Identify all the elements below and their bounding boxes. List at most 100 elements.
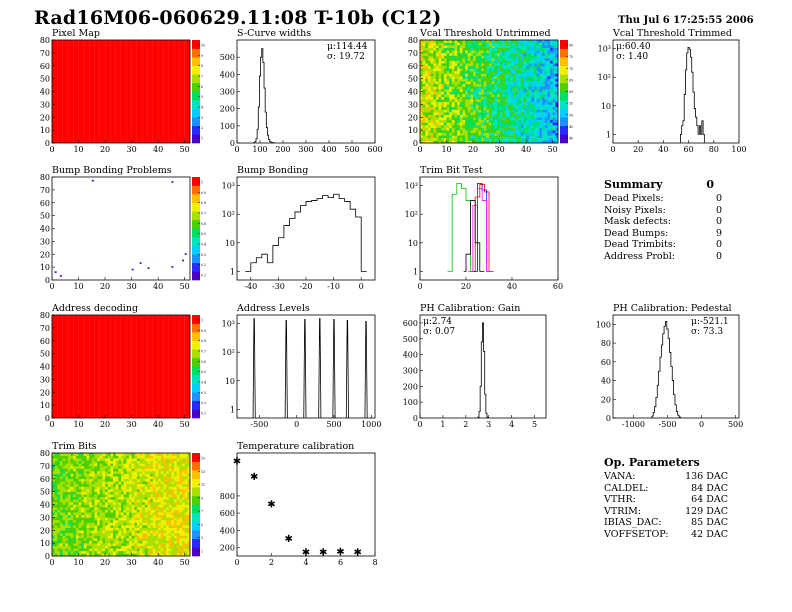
heatmap-cell xyxy=(134,504,138,508)
heatmap-cell xyxy=(107,453,111,456)
heatmap-cell xyxy=(441,127,445,131)
heatmap-cell xyxy=(152,537,156,541)
heatmap-cell xyxy=(187,527,191,531)
heatmap-cell xyxy=(54,512,58,516)
heatmap-cell xyxy=(451,52,455,56)
heatmap-cell xyxy=(427,91,431,95)
heatmap-cell xyxy=(184,458,188,462)
heatmap-cell xyxy=(57,455,61,459)
heatmap-cell xyxy=(155,514,159,518)
heatmap-cell xyxy=(107,535,111,539)
heatmap-cell xyxy=(78,481,82,485)
heatmap-cell xyxy=(489,109,492,113)
heatmap-cell xyxy=(158,519,162,523)
heatmap-cell xyxy=(483,76,487,79)
heatmap-cell xyxy=(494,81,498,85)
colorbar-tick-label: 0.9 xyxy=(201,191,206,195)
heatmap-cell xyxy=(504,88,508,92)
heatmap-cell xyxy=(91,453,95,456)
heatmap-cell xyxy=(171,512,175,516)
heatmap-cell xyxy=(99,519,103,523)
heatmap-cell xyxy=(171,509,175,513)
heatmap-cell xyxy=(420,109,423,113)
heatmap-cell xyxy=(542,101,546,105)
heatmap-cell xyxy=(182,519,185,523)
heatmap-cell xyxy=(523,86,527,90)
heatmap-cell xyxy=(139,496,143,500)
heatmap-cell xyxy=(536,140,540,144)
heatmap-cell xyxy=(531,119,535,123)
heatmap-cell xyxy=(520,117,524,121)
heatmap-cell xyxy=(486,45,490,49)
heatmap-cell xyxy=(518,86,522,90)
heatmap-cell xyxy=(555,60,559,64)
heatmap-cell xyxy=(158,512,162,516)
heatmap-cell xyxy=(507,104,511,108)
heatmap-cell xyxy=(89,455,93,459)
heatmap-cell xyxy=(70,517,74,521)
heatmap-cell xyxy=(160,453,164,456)
heatmap-cell xyxy=(152,507,156,510)
heatmap-cell xyxy=(462,119,466,123)
heatmap-cell xyxy=(163,507,167,510)
heatmap-cell xyxy=(81,530,85,534)
heatmap-cell xyxy=(547,81,551,85)
heatmap-cell xyxy=(454,60,458,64)
heatmap-cell xyxy=(427,104,431,108)
heatmap-cell xyxy=(478,101,482,105)
heatmap-cell xyxy=(102,489,106,492)
heatmap-cell xyxy=(465,83,469,87)
heatmap-cell xyxy=(462,99,466,103)
heatmap-cell xyxy=(478,132,482,136)
heatmap-cell xyxy=(179,548,183,552)
heatmap-cell xyxy=(443,137,447,141)
heatmap-cell xyxy=(89,453,93,456)
heatmap-cell xyxy=(534,94,538,97)
heatmap-cell xyxy=(54,455,58,459)
heatmap-cell xyxy=(163,489,167,492)
heatmap-cell xyxy=(73,527,77,531)
heatmap-cell xyxy=(489,132,492,136)
heatmap-cell xyxy=(451,81,455,85)
heatmap-cell xyxy=(494,78,498,82)
heatmap-cell xyxy=(155,522,159,526)
heatmap-cell xyxy=(86,499,90,503)
heatmap-cell xyxy=(57,507,61,510)
heatmap-cell xyxy=(459,96,463,100)
heatmap-cell xyxy=(536,117,540,121)
heatmap-cell xyxy=(89,489,93,492)
heatmap-cell xyxy=(160,545,164,549)
heatmap-cell xyxy=(99,532,103,536)
heatmap-cell xyxy=(187,494,191,498)
heatmap-cell xyxy=(128,530,132,534)
heatmap-cell xyxy=(184,507,188,510)
heatmap-cell xyxy=(166,525,170,528)
heatmap-cell xyxy=(518,117,522,121)
heatmap-cell xyxy=(523,135,527,139)
heatmap-cell xyxy=(123,460,127,464)
heatmap-cell xyxy=(425,76,429,79)
heatmap-cell xyxy=(555,127,559,131)
heatmap-cell xyxy=(528,81,532,85)
heatmap-cell xyxy=(467,78,471,82)
heatmap-cell xyxy=(144,471,148,474)
heatmap-cell xyxy=(536,65,540,69)
heatmap-cell xyxy=(107,507,111,510)
colorbar-segment xyxy=(192,65,200,75)
heatmap-cell xyxy=(75,504,79,508)
heatmap-cell xyxy=(83,512,87,516)
heatmap-cell xyxy=(91,550,95,554)
heatmap-cell xyxy=(83,478,87,482)
heatmap-cell xyxy=(507,81,511,85)
heatmap-cell xyxy=(425,137,429,141)
heatmap-cell xyxy=(483,52,487,56)
heatmap-cell xyxy=(128,481,132,485)
heatmap-cell xyxy=(422,68,426,72)
heatmap-cell xyxy=(526,88,530,92)
heatmap-cell xyxy=(52,481,55,485)
y-tick-label: 70 xyxy=(40,324,50,333)
heatmap-cell xyxy=(67,550,71,554)
heatmap-cell xyxy=(57,509,61,513)
heatmap-cell xyxy=(457,63,461,67)
heatmap-cell xyxy=(176,507,180,510)
